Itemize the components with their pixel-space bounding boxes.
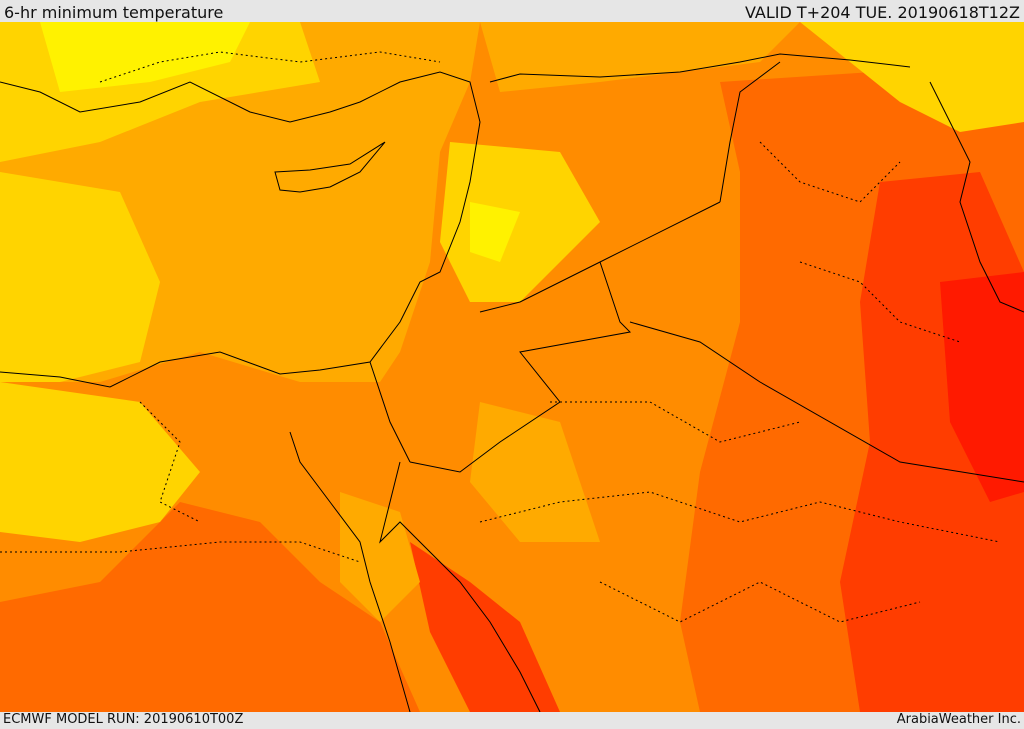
field-zone-mountains (470, 202, 520, 262)
map-title: 6-hr minimum temperature (4, 3, 224, 22)
field-zone-sinai (340, 492, 420, 622)
borders (0, 53, 1024, 712)
temperature-field (0, 22, 1024, 712)
coastline-cyprus (274, 141, 386, 193)
boundary-egypt-sudan (0, 541, 361, 563)
valid-time: VALID T+204 TUE. 20190618T12Z (744, 3, 1020, 22)
boundary-saudi-regions-3 (599, 581, 921, 623)
temperature-map (0, 22, 1024, 712)
coastline-aqaba-redsea (379, 461, 541, 712)
boundary-iraq-2 (799, 261, 961, 343)
border-iraq-iran (929, 81, 1024, 313)
credit: ArabiaWeather Inc. (896, 712, 1021, 727)
field-zone-red-sea-coast (410, 542, 560, 712)
border-iraq-saudi (629, 321, 1024, 483)
coastline-med (0, 71, 481, 388)
boundary-saudi-regions-2 (550, 401, 801, 443)
boundary-turkey-1 (99, 51, 441, 83)
field-zone-western-desert (0, 382, 200, 542)
field-zone-libya-coast (0, 172, 160, 382)
field-zone-northeast (800, 22, 1024, 132)
map-footer: ECMWF MODEL RUN: 20190610T00Z ArabiaWeat… (0, 712, 1024, 729)
border-turkey-syria (489, 53, 911, 83)
field-zone-anatolia (40, 22, 250, 92)
border-egypt-israel (369, 361, 411, 463)
field-zone-sw (0, 502, 420, 712)
border-syria-jordan (479, 201, 721, 313)
internal-boundaries (0, 51, 1001, 623)
model-run: ECMWF MODEL RUN: 20190610T00Z (3, 712, 244, 727)
field-zone-jordan (470, 402, 600, 542)
border-jordan-saudi (409, 261, 632, 473)
field-zone-basra-hottest (940, 272, 1024, 502)
map-header: 6-hr minimum temperature VALID T+204 TUE… (0, 0, 1024, 22)
coastline-gulf-suez (289, 431, 411, 712)
field-zone-north-syria (480, 22, 800, 92)
border-syria-iraq (719, 61, 781, 203)
field-zone-lebanon-syria (440, 142, 600, 302)
